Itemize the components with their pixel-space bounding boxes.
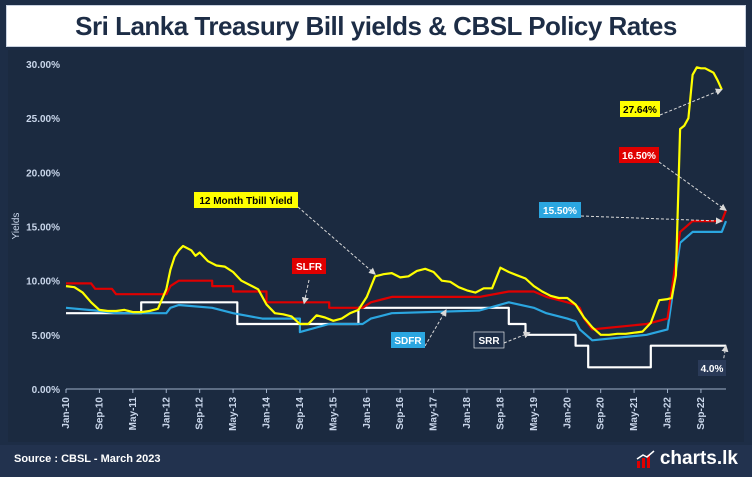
annotation-label: 27.64% xyxy=(623,105,657,116)
x-tick-label: Sep-14 xyxy=(295,397,306,430)
annotation-label: SDFR xyxy=(394,336,422,347)
series-line-slfr xyxy=(66,209,728,331)
series-line-12-month-tbill-yield xyxy=(65,66,723,336)
x-tick-label: May-13 xyxy=(228,397,239,431)
y-tick-label: 30.00% xyxy=(26,60,60,71)
x-tick-label: Sep-12 xyxy=(195,397,206,430)
x-tick-label: May-17 xyxy=(429,397,440,431)
x-tick-label: Jan-20 xyxy=(562,397,573,429)
annotation-label: 4.0% xyxy=(701,364,724,375)
brand-text: charts.lk xyxy=(659,448,738,469)
x-tick-label: Sep-18 xyxy=(495,397,506,430)
annotation-sdfr: SDFR xyxy=(391,309,447,348)
title-bar: Sri Lanka Treasury Bill yields & CBSL Po… xyxy=(6,5,746,47)
series-layer xyxy=(65,66,728,369)
x-tick-label: Jan-14 xyxy=(262,397,273,429)
annotation-srr: SRR xyxy=(473,331,531,349)
annotation-4-0-: 4.0% xyxy=(698,344,729,376)
axes: 0.00% 5.00% 10.00% 15.00% 20.00% 25.00% 30.00%… xyxy=(26,60,726,431)
chart-title: Sri Lanka Treasury Bill yields & CBSL Po… xyxy=(75,10,677,41)
y-tick-label: 15.00% xyxy=(26,223,60,234)
annotation-16-50-: 16.50% xyxy=(619,147,727,211)
series-line-srr xyxy=(66,301,726,369)
x-tick-label: May-19 xyxy=(529,397,540,431)
annotation-label: SRR xyxy=(478,336,500,347)
x-tick-label: Jan-18 xyxy=(462,397,473,429)
y-tick-label: 5.00% xyxy=(32,331,60,342)
annotation-12-month-tbill-yield: 12 Month Tbill Yield xyxy=(194,192,376,275)
annotation-label: 16.50% xyxy=(622,151,656,162)
y-axis-label: Yields xyxy=(11,213,22,240)
x-tick-label: Sep-20 xyxy=(596,397,607,430)
annotation-label: 15.50% xyxy=(543,206,577,217)
y-tick-label: 20.00% xyxy=(26,168,60,179)
y-tick-label: 10.00% xyxy=(26,277,60,288)
x-tick-label: Jan-22 xyxy=(663,397,674,429)
footer: Source : CBSL - March 2023 charts.lk xyxy=(0,445,752,477)
annotation-27-64-: 27.64% xyxy=(620,88,723,117)
bar-chart-icon xyxy=(636,450,655,468)
annotation-label: SLFR xyxy=(296,262,323,273)
x-tick-label: Sep-22 xyxy=(696,397,707,430)
line-chart: Yields 0.00% 5.00% 10.00% 15.00% 20.00% 25.00… xyxy=(11,60,729,431)
annotation-layer: 12 Month Tbill Yield SLFR SDFR SRR 27.64% 16.… xyxy=(194,88,729,376)
x-tick-label: May-15 xyxy=(328,397,339,431)
x-tick-label: Sep-16 xyxy=(395,397,406,430)
annotation-slfr: SLFR xyxy=(292,258,326,305)
y-tick-label: 0.00% xyxy=(32,385,60,396)
x-tick-label: Jan-16 xyxy=(362,397,373,429)
annotation-label: 12 Month Tbill Yield xyxy=(199,196,292,207)
x-tick-label: Jan-12 xyxy=(161,397,172,429)
y-tick-label: 25.00% xyxy=(26,114,60,125)
x-tick-label: Jan-10 xyxy=(61,397,72,429)
x-tick-label: May-11 xyxy=(128,397,139,431)
x-tick-label: Sep-10 xyxy=(94,397,105,430)
series-line-sdfr xyxy=(65,220,728,342)
plot-area: Yields 0.00% 5.00% 10.00% 15.00% 20.00% 25.00… xyxy=(8,50,744,442)
brand-logo: charts.lk xyxy=(636,448,738,470)
x-tick-label: May-21 xyxy=(629,397,640,431)
annotation-15-50-: 15.50% xyxy=(539,202,723,225)
source-note: Source : CBSL - March 2023 xyxy=(14,453,161,465)
